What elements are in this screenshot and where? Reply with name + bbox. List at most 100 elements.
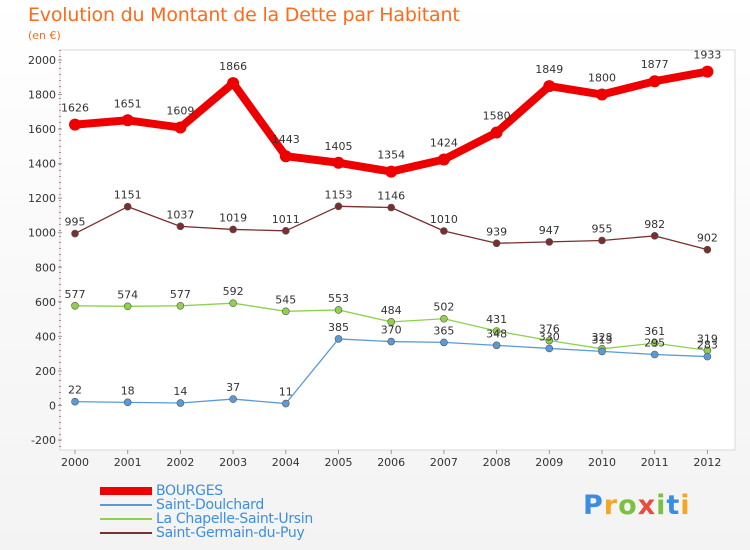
data-point: [492, 327, 501, 335]
data-label: 592: [223, 285, 244, 298]
data-label: 1146: [377, 190, 405, 203]
data-point: [229, 299, 237, 308]
data-label: 1849: [535, 63, 563, 76]
data-point: [176, 222, 185, 231]
data-label: 939: [486, 225, 507, 238]
data-label: 1609: [166, 105, 194, 118]
chart-subtitle: (en €): [28, 29, 61, 42]
y-tick-label: 200: [35, 365, 56, 378]
data-label: 1019: [219, 211, 247, 224]
x-tick-label: 2005: [325, 456, 353, 469]
logo-letter: x: [637, 490, 657, 521]
data-point: [650, 339, 659, 347]
legend-swatch: [100, 532, 152, 534]
data-label: 995: [65, 216, 86, 229]
data-point: [387, 318, 396, 326]
data-label: 1010: [430, 213, 458, 226]
data-point: [440, 227, 448, 235]
data-label: 365: [433, 324, 454, 337]
y-tick-label: 800: [35, 261, 56, 274]
y-tick-label: 1800: [28, 89, 56, 102]
y-tick-label: 1600: [28, 123, 56, 136]
x-tick-label: 2001: [114, 456, 142, 469]
data-label: 1800: [588, 72, 616, 85]
data-label: 1011: [272, 213, 300, 226]
data-label: 1037: [166, 208, 194, 221]
x-tick-label: 2007: [430, 456, 458, 469]
data-point: [648, 75, 661, 88]
data-label: 313: [592, 333, 613, 346]
data-label: 1151: [114, 189, 142, 202]
x-tick-label: 2011: [641, 456, 669, 469]
data-label: 370: [381, 324, 402, 337]
data-point: [387, 337, 396, 346]
data-label: 982: [644, 218, 665, 231]
data-label: 1424: [430, 136, 458, 149]
plot-area: [59, 49, 736, 451]
data-label: 955: [592, 223, 613, 236]
legend-swatch: [100, 518, 152, 520]
data-point: [174, 121, 187, 134]
legend-swatch: [100, 487, 152, 495]
legend: BOURGES Saint-Doulchard La Chapelle-Saint-…: [100, 483, 313, 541]
legend-item: Saint-Doulchard: [100, 497, 313, 513]
data-point: [229, 225, 237, 234]
data-point: [701, 65, 714, 78]
data-label: 348: [486, 327, 507, 340]
data-point: [492, 341, 501, 350]
data-point: [385, 165, 398, 178]
y-tick-label: 600: [35, 296, 56, 309]
data-label: 431: [486, 313, 507, 326]
y-tick-label: 2000: [28, 54, 56, 67]
data-label: 328: [592, 331, 613, 344]
data-point: [71, 397, 79, 406]
data-point: [123, 302, 132, 311]
data-point: [71, 301, 79, 310]
data-label: 1866: [219, 60, 247, 73]
data-label: 947: [539, 224, 560, 237]
x-tick-label: 2002: [166, 456, 194, 469]
data-point: [440, 338, 448, 347]
x-tick-label: 2008: [483, 456, 511, 469]
data-label: 319: [697, 332, 718, 345]
logo-letter: t: [666, 490, 681, 521]
data-label: 1933: [693, 49, 721, 62]
data-point: [650, 232, 659, 240]
logo-letter: P: [583, 490, 604, 521]
data-label: 283: [697, 339, 718, 352]
legend-label: Saint-Doulchard: [156, 497, 264, 513]
x-tick-label: 2012: [693, 456, 721, 469]
data-point: [598, 236, 606, 245]
x-tick-label: 2000: [61, 456, 89, 469]
logo-letter: i: [656, 490, 667, 521]
logo-letter: i: [680, 490, 691, 521]
data-label: 376: [539, 323, 560, 336]
data-label: 14: [173, 385, 187, 398]
data-point: [227, 77, 240, 90]
data-point: [490, 126, 503, 139]
data-point: [123, 398, 132, 407]
legend-label: Saint-Germain-du-Puy: [156, 525, 305, 541]
data-label: 22: [68, 384, 82, 397]
data-point: [598, 347, 606, 356]
data-point: [332, 156, 345, 169]
data-point: [703, 245, 712, 254]
data-label: 1626: [61, 102, 89, 115]
data-point: [71, 229, 79, 238]
data-label: 1405: [325, 140, 353, 153]
logo-letter: o: [618, 490, 638, 521]
data-point: [281, 399, 290, 408]
data-point: [437, 153, 450, 166]
data-label: 577: [170, 288, 191, 301]
data-point: [596, 88, 608, 101]
legend-item: La Chapelle-Saint-Ursin: [100, 511, 313, 527]
data-point: [334, 202, 343, 211]
data-label: 545: [275, 293, 296, 306]
x-tick-label: 2004: [272, 456, 300, 469]
data-label: 295: [644, 337, 665, 350]
data-label: 330: [539, 330, 560, 343]
data-point: [492, 239, 501, 248]
data-point: [121, 114, 134, 127]
